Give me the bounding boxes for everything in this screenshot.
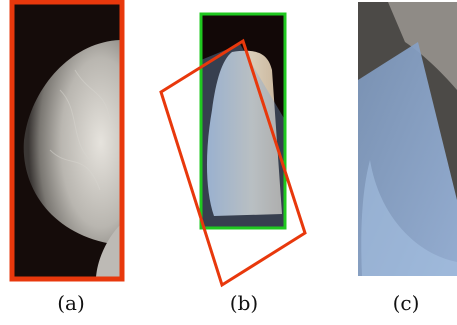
caption-b: (b) — [229, 291, 259, 315]
panel-a — [9, 0, 125, 282]
panel-a-breast-tissue — [23, 40, 120, 245]
panel-c — [358, 2, 457, 276]
panel-c-upper-tissue — [388, 2, 457, 90]
panel-a-texture — [49, 69, 111, 191]
panel-b-overlay — [201, 44, 285, 228]
caption-c: (c) — [392, 291, 420, 315]
panel-c-lower-tissue — [361, 160, 457, 276]
panel-b-red-rotated-box — [159, 38, 307, 288]
panel-b — [159, 12, 307, 288]
panel-b-green-frame — [199, 12, 287, 230]
panel-a-lower-tissue — [96, 225, 120, 277]
panel-b-breast-tissue — [206, 50, 282, 216]
caption-a: (a) — [57, 291, 85, 315]
panel-a-red-frame — [9, 0, 125, 282]
